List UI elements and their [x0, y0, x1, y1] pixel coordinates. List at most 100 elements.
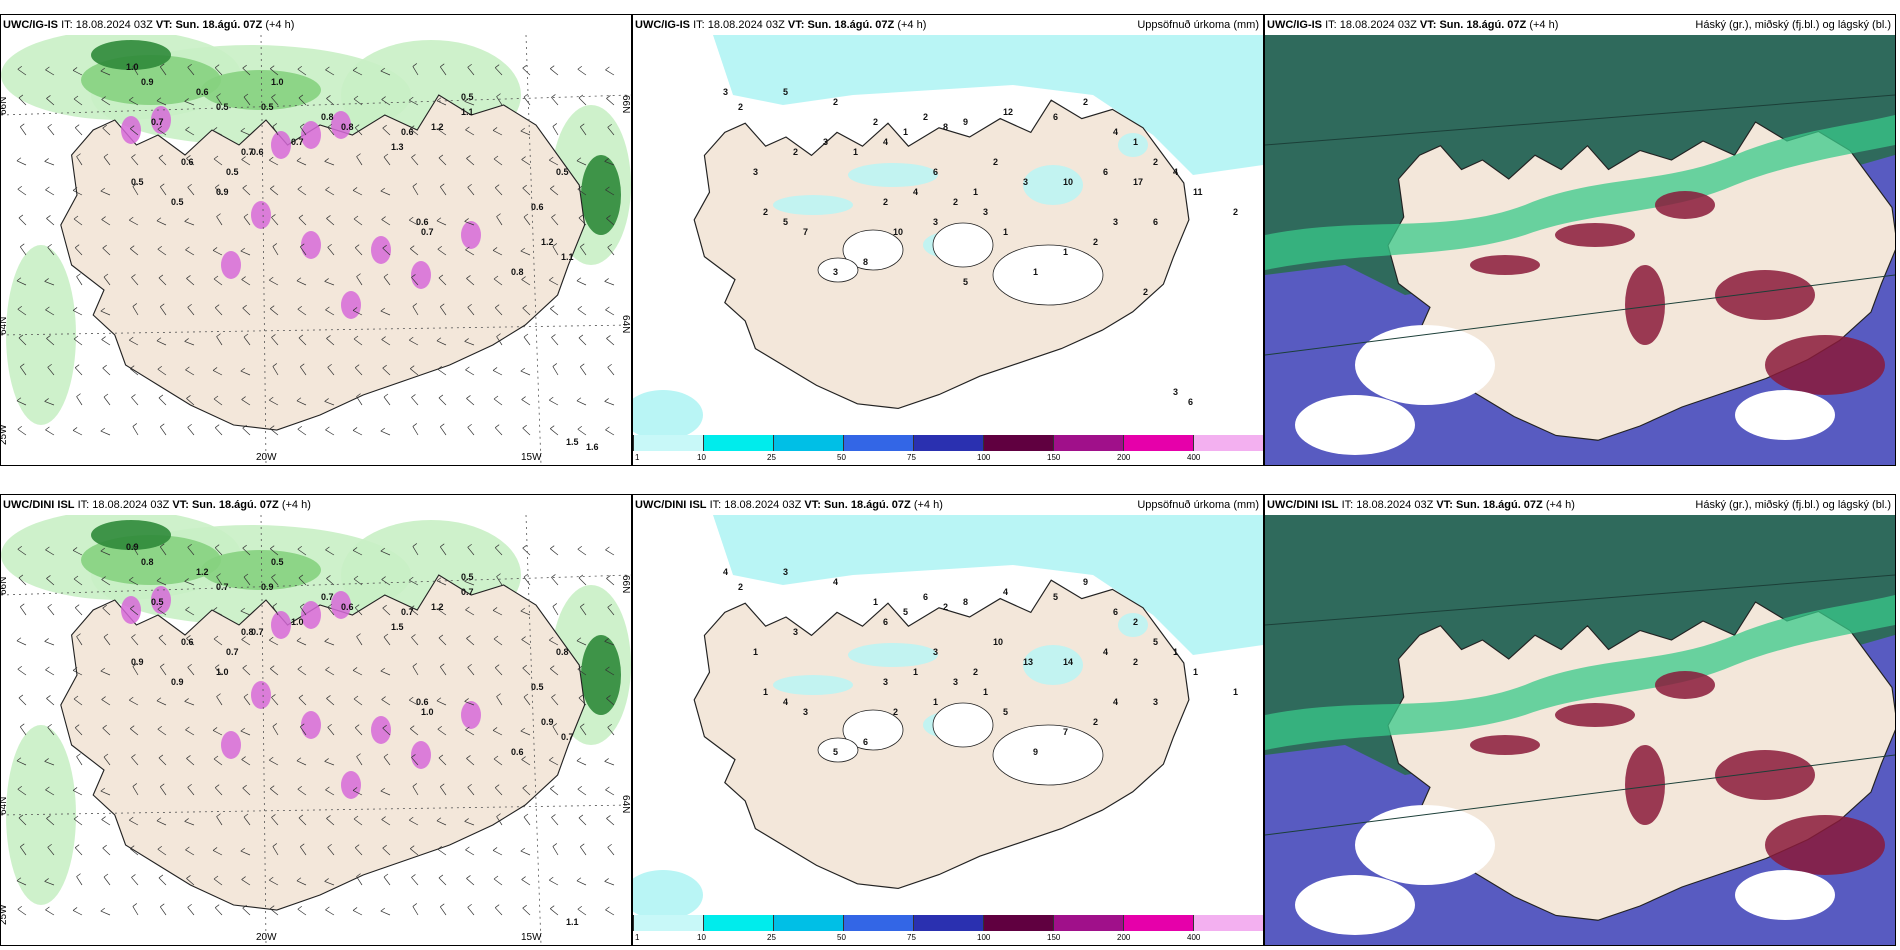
wind-barb-flag [212, 847, 218, 851]
wind-barb [492, 130, 503, 136]
wind-barb-flag [216, 93, 221, 97]
wind-barb [19, 726, 27, 736]
wind-barb [382, 367, 391, 376]
precip-value-label: 4 [1113, 127, 1118, 137]
wind-barb [579, 846, 587, 856]
wind-barb [156, 220, 167, 226]
wind-barb-flag [606, 95, 611, 99]
wind-barb-flag [521, 876, 526, 880]
wind-barb-flag [411, 154, 416, 158]
vt-label: VT: [804, 499, 821, 511]
precip-blob [201, 70, 321, 110]
wind-barb [76, 636, 83, 646]
precip-title: Uppsöfnuð úrkoma (mm) [1137, 499, 1259, 511]
wind-barb [159, 786, 167, 796]
wind-barb-flag [157, 245, 163, 250]
wind-barb-flag [269, 636, 274, 641]
wind-barb [579, 246, 587, 256]
wind-barb-flag [242, 664, 247, 669]
precip-patch [1118, 613, 1148, 637]
precip-value-label: 2 [923, 112, 928, 122]
it-label: IT: [1341, 499, 1354, 511]
wind-barb-flag [187, 63, 192, 68]
wind-value-label: 0.7 [421, 227, 434, 237]
wind-barb-flag [17, 665, 23, 670]
wind-barb [325, 69, 335, 76]
wind-barb-flag [242, 784, 247, 789]
wind-barb-flag [520, 847, 526, 852]
wind-value-label: 0.9 [261, 582, 274, 592]
wind-barb-flag [410, 845, 415, 849]
wind-barb-flag [496, 573, 501, 577]
wind-barb [213, 398, 223, 406]
wind-barb [550, 188, 559, 196]
wind-barb [270, 548, 279, 556]
wind-barb [73, 338, 83, 346]
wind-barb-flag [465, 126, 470, 131]
wind-barb [269, 279, 279, 286]
wind-barb-flag [17, 905, 23, 910]
wind-barb-flag [496, 693, 501, 697]
wind-barb-flag [353, 335, 359, 340]
wind-barb-flag [132, 783, 138, 787]
wind-barb-flag [464, 578, 469, 582]
wind-barb [156, 700, 167, 706]
wind-barb [72, 910, 83, 916]
low-cloud-band [1265, 595, 1895, 750]
wind-barb-flag [381, 576, 386, 580]
wind-barb-flag [551, 814, 556, 818]
convective-cell [331, 111, 351, 139]
wind-barb-flag [74, 364, 80, 368]
wind-barb-flag [440, 303, 445, 308]
axis-label: 15W [521, 932, 542, 943]
wind-barb [18, 337, 27, 346]
wind-value-label: 1.1 [461, 107, 474, 117]
precip-value-label: 3 [753, 167, 758, 177]
wind-barb [187, 187, 195, 196]
wind-value-label: 0.8 [341, 122, 354, 132]
wind-barb-flag [494, 664, 500, 668]
wind-barb-flag [73, 575, 79, 580]
wind-barb [184, 101, 195, 106]
wind-barb-flag [16, 397, 22, 402]
wind-barb [158, 277, 167, 286]
wind-barb-flag [410, 245, 415, 249]
wind-barb-flag [298, 334, 304, 339]
wind-barb-flag [382, 124, 387, 129]
wind-barb [16, 760, 27, 766]
precip-value-label: 4 [1103, 647, 1108, 657]
wind-barb [436, 700, 447, 706]
wind-barb [17, 428, 27, 436]
wind-barb [17, 68, 27, 76]
wind-barb-flag [580, 603, 585, 608]
wind-barb-flag [132, 903, 138, 907]
wind-barb [296, 280, 307, 286]
vt-label: VT: [155, 19, 173, 31]
wind-barb-flag [607, 243, 612, 248]
cloud-red-patch [1715, 270, 1815, 320]
convective-cell [251, 681, 271, 709]
wind-barb [466, 638, 475, 646]
wind-barb [493, 278, 503, 286]
iceland-land [61, 95, 585, 430]
wind-barb-flag [440, 783, 445, 788]
it-label: IT: [61, 19, 73, 31]
wind-value-label: 0.7 [401, 607, 414, 617]
wind-barb-flag [356, 153, 361, 157]
wind-barb [607, 607, 615, 616]
wind-barb-flag [296, 637, 302, 642]
wind-barb [353, 578, 363, 586]
wind-barb-flag [467, 783, 472, 788]
wind-barb [44, 881, 55, 886]
axis-label: 25W [1, 904, 9, 925]
axis-label: 66N [620, 95, 631, 113]
wind-barb [18, 817, 27, 826]
colorbar-swatch [1193, 435, 1263, 451]
wind-barb-flag [411, 634, 416, 638]
axis-label: 25W [1, 424, 9, 445]
wind-barb-flag [270, 785, 275, 789]
precip-value-label: 2 [973, 667, 978, 677]
wind-barb [17, 788, 27, 796]
wind-barb-flag [185, 366, 190, 371]
wind-barb-flag [382, 244, 387, 249]
